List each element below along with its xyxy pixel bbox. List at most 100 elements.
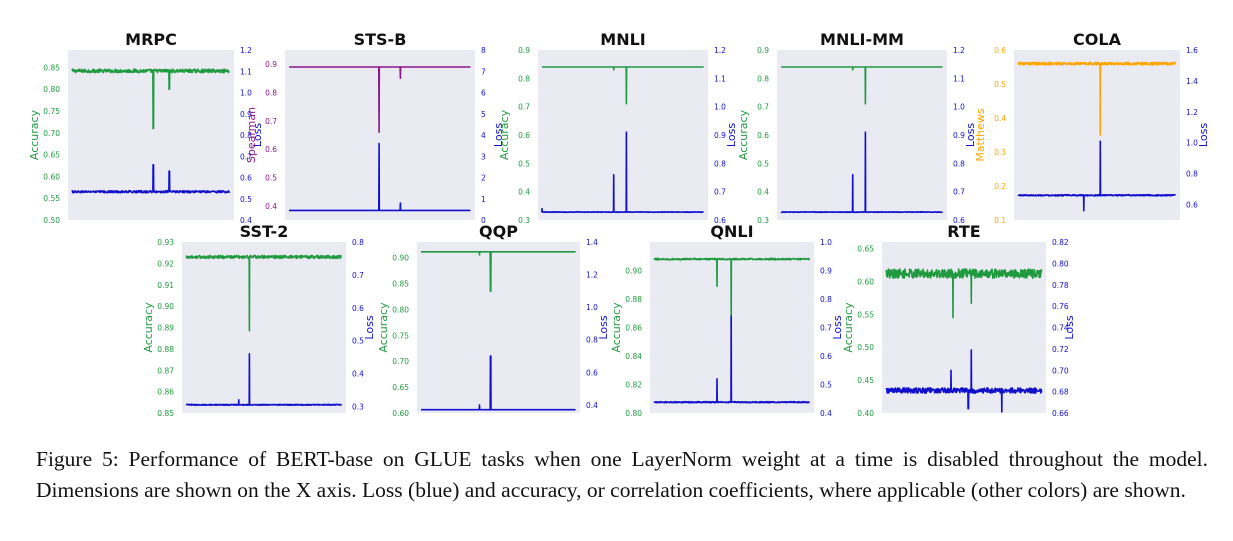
right-tick-label: 1.0 bbox=[1186, 139, 1198, 148]
left-tick-label: 0.80 bbox=[625, 409, 642, 418]
left-tick-label: 0.4 bbox=[757, 188, 769, 197]
chart-panel-mnli-mm: MNLI-MM 0.3 0.4 0.5 0.6 0.7 0.8 0.9 0.6 0.7 0.8 0.9… bbox=[737, 30, 977, 225]
right-tick-label: 6 bbox=[481, 89, 486, 98]
panel-title: QNLI bbox=[710, 222, 753, 241]
left-tick-label: 0.6 bbox=[265, 145, 277, 154]
right-tick-label: 0.82 bbox=[1052, 238, 1069, 247]
left-tick-label: 0.85 bbox=[157, 409, 174, 418]
right-tick-label: 0.80 bbox=[1052, 259, 1069, 268]
right-axis-label: Loss bbox=[964, 123, 977, 147]
loss-series-line bbox=[71, 164, 231, 194]
left-tick-label: 0.3 bbox=[994, 148, 1006, 157]
right-tick-label: 8 bbox=[481, 46, 486, 55]
metric-series-line bbox=[420, 251, 577, 293]
right-tick-label: 0.8 bbox=[820, 295, 832, 304]
left-tick-label: 0.84 bbox=[625, 352, 642, 361]
right-tick-label: 0.4 bbox=[352, 370, 364, 379]
right-tick-label: 1.1 bbox=[714, 74, 726, 83]
figure-5: MRPC0.500.550.600.650.700.750.800.850.40… bbox=[28, 30, 1210, 418]
left-axis-label: Spearman bbox=[245, 107, 258, 163]
left-axis-label: Accuracy bbox=[498, 109, 511, 160]
right-tick-label: 0.9 bbox=[240, 110, 252, 119]
right-tick-label: 0.6 bbox=[586, 368, 598, 377]
right-axis-label: Loss bbox=[725, 123, 738, 147]
left-tick-label: 0.7 bbox=[757, 103, 769, 112]
right-axis-label: Loss bbox=[1063, 315, 1076, 339]
right-tick-label: 5 bbox=[481, 110, 486, 119]
right-tick-label: 0.4 bbox=[820, 409, 832, 418]
left-tick-label: 0.75 bbox=[43, 107, 60, 116]
plot-area bbox=[182, 242, 346, 413]
left-tick-label: 0.60 bbox=[857, 277, 874, 286]
left-tick-label: 0.60 bbox=[392, 409, 409, 418]
left-tick-label: 0.50 bbox=[43, 216, 60, 225]
left-tick-label: 0.75 bbox=[392, 331, 409, 340]
right-axis-label: Loss bbox=[251, 123, 264, 147]
left-tick-label: 0.65 bbox=[392, 383, 409, 392]
left-tick-label: 0.85 bbox=[392, 279, 409, 288]
right-tick-label: 0.7 bbox=[820, 324, 832, 333]
right-tick-label: 0.74 bbox=[1052, 324, 1069, 333]
loss-series-line bbox=[1017, 140, 1177, 212]
right-axis-label: Loss bbox=[492, 123, 505, 147]
right-tick-label: 1.4 bbox=[1186, 77, 1198, 86]
right-tick-label: 1.6 bbox=[1186, 46, 1198, 55]
left-tick-label: 0.86 bbox=[625, 324, 642, 333]
plot-area bbox=[777, 50, 947, 220]
right-tick-label: 0.7 bbox=[352, 271, 364, 280]
loss-series-line bbox=[185, 352, 343, 407]
chart-panel-qqp: QQP 0.60 0.65 0.70 0.75 0.80 0.85 0.90 0.4 0.6 0.8… bbox=[377, 222, 610, 418]
chart-panel-cola: COLA 0.1 0.2 0.3 0.4 0.5 0.6 0.6 0.8 1.0 1.2 1.4 1.6… bbox=[974, 30, 1210, 225]
left-tick-label: 0.5 bbox=[518, 159, 530, 168]
right-tick-label: 0.6 bbox=[352, 304, 364, 313]
right-tick-label: 1.0 bbox=[586, 303, 598, 312]
chart-panel-rte: RTE 0.40 0.45 0.50 0.55 0.60 0.65 0.66 0.68 0.70 0… bbox=[842, 222, 1076, 418]
left-tick-label: 0.91 bbox=[157, 281, 174, 290]
right-tick-label: 0.5 bbox=[240, 195, 252, 204]
left-tick-label: 0.70 bbox=[43, 129, 60, 138]
plot-area bbox=[538, 50, 708, 220]
left-tick-label: 0.45 bbox=[857, 376, 874, 385]
left-tick-label: 0.3 bbox=[518, 216, 530, 225]
left-tick-label: 0.8 bbox=[518, 74, 530, 83]
left-tick-label: 0.7 bbox=[518, 103, 530, 112]
right-tick-label: 0.8 bbox=[240, 131, 252, 140]
right-axis-label: Loss bbox=[831, 315, 844, 339]
right-axis-label: Loss bbox=[363, 315, 376, 339]
panel-title: RTE bbox=[947, 222, 980, 241]
left-tick-label: 0.55 bbox=[857, 310, 874, 319]
loss-series-line bbox=[288, 142, 471, 212]
left-axis-label: Matthews bbox=[974, 108, 987, 162]
right-tick-label: 1.1 bbox=[953, 74, 965, 83]
right-axis-label: Loss bbox=[597, 315, 610, 339]
right-tick-label: 0.6 bbox=[714, 216, 726, 225]
metric-series-line bbox=[185, 254, 343, 332]
left-tick-label: 0.80 bbox=[392, 305, 409, 314]
right-tick-label: 0.6 bbox=[820, 352, 832, 361]
right-tick-label: 0.66 bbox=[1052, 409, 1069, 418]
left-tick-label: 0.4 bbox=[518, 188, 530, 197]
left-tick-label: 0.60 bbox=[43, 172, 60, 181]
chart-panel-mrpc: MRPC 0.50 0.55 0.60 0.65 0.70 0.75 0.80 0.85 0.4 0… bbox=[28, 30, 264, 225]
right-tick-label: 0.9 bbox=[714, 131, 726, 140]
chart-panel-sts-b: STS-B 0.4 0.5 0.6 0.7 0.8 0.9 0 1 2 3 4 5 6 7 8 Spearman… bbox=[245, 30, 505, 225]
right-tick-label: 0.7 bbox=[714, 188, 726, 197]
left-tick-label: 0.4 bbox=[265, 202, 277, 211]
right-tick-label: 1.0 bbox=[953, 103, 965, 112]
left-tick-label: 0.4 bbox=[994, 114, 1006, 123]
right-tick-label: 1.2 bbox=[953, 46, 965, 55]
panel-title: MNLI bbox=[600, 30, 645, 49]
left-tick-label: 0.9 bbox=[757, 46, 769, 55]
left-tick-label: 0.6 bbox=[757, 131, 769, 140]
right-tick-label: 0.5 bbox=[820, 381, 832, 390]
right-axis-label: Loss bbox=[1197, 123, 1210, 147]
left-tick-label: 0.88 bbox=[157, 345, 174, 354]
left-axis-label: Accuracy bbox=[737, 109, 750, 160]
right-tick-label: 0.72 bbox=[1052, 345, 1069, 354]
right-tick-label: 1.2 bbox=[1186, 108, 1198, 117]
right-tick-label: 0.7 bbox=[240, 152, 252, 161]
right-tick-label: 1.4 bbox=[586, 238, 598, 247]
right-tick-label: 2 bbox=[481, 174, 486, 183]
left-tick-label: 0.55 bbox=[43, 194, 60, 203]
right-tick-label: 1.0 bbox=[240, 89, 252, 98]
